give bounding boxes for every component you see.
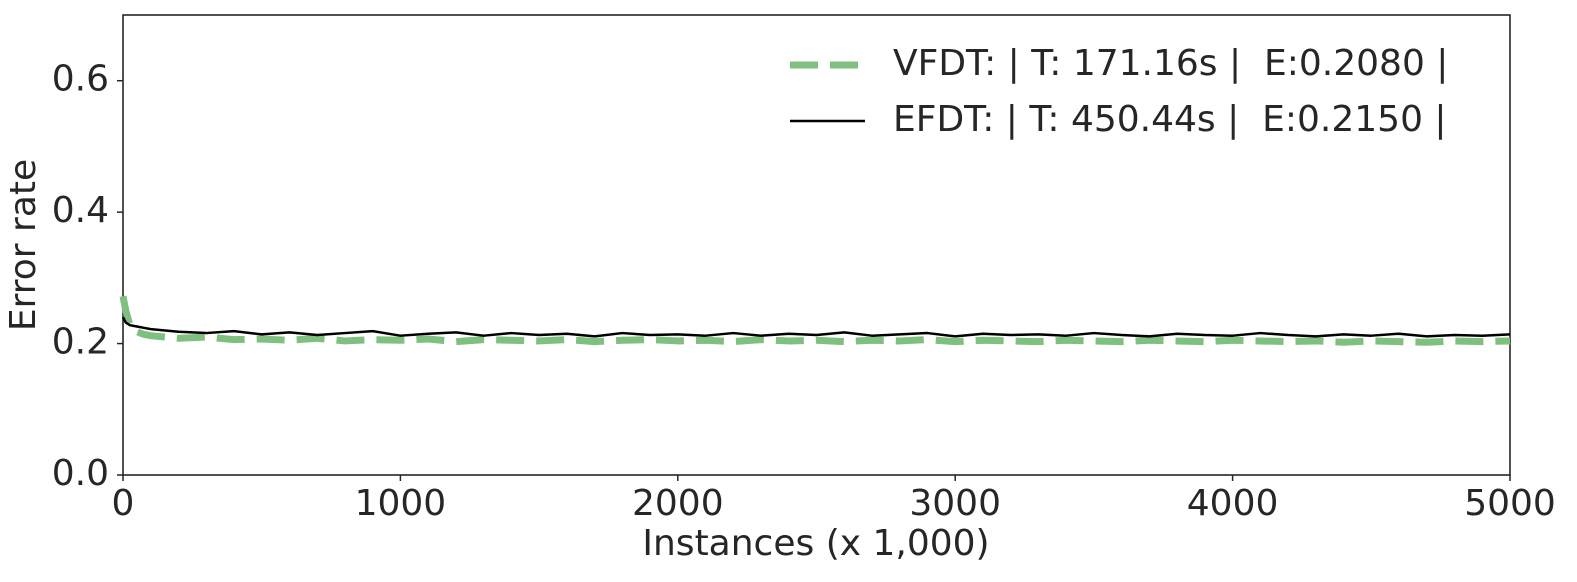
y-tick-label: 0.4 (52, 190, 109, 231)
x-axis-label: Instances (x 1,000) (642, 523, 989, 564)
y-tick-label: 0.0 (52, 453, 109, 494)
y-axis-label: Error rate (3, 159, 44, 331)
x-tick-label: 3000 (909, 483, 1001, 524)
y-tick-label: 0.2 (52, 322, 109, 363)
series-line (119, 295, 1511, 346)
x-tick-label: 2000 (632, 483, 724, 524)
x-tick-label: 0 (112, 483, 135, 524)
x-tick-label: 4000 (1187, 483, 1279, 524)
y-tick-label: 0.6 (52, 59, 109, 100)
legend-label: EFDT: | T: 450.44s | E:0.2150 | (893, 99, 1447, 140)
legend-label: VFDT: | T: 171.16s | E:0.2080 | (893, 43, 1448, 84)
plot-frame (122, 14, 1511, 476)
x-tick-label: 5000 (1464, 483, 1556, 524)
series-line (121, 316, 1511, 338)
x-tick-label: 1000 (355, 483, 447, 524)
